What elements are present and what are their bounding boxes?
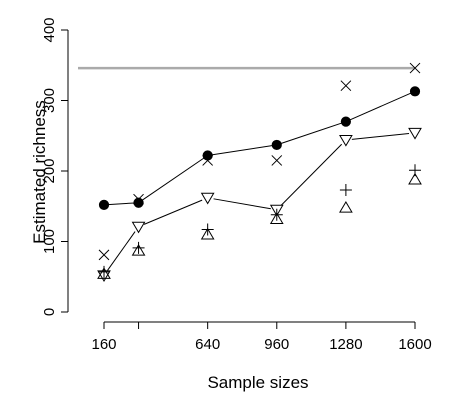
point (202, 150, 213, 161)
series-segment (107, 202, 135, 206)
point (339, 184, 352, 197)
point (133, 197, 144, 208)
series-segment (107, 231, 136, 271)
series-segment (280, 143, 343, 206)
point (269, 212, 284, 224)
point (132, 241, 145, 254)
y-tick-label: 400 (41, 17, 58, 42)
y-tick-label: 300 (41, 88, 58, 113)
point (339, 200, 353, 213)
series-segment (143, 199, 203, 225)
point (200, 227, 215, 240)
point (340, 116, 351, 127)
point (271, 155, 283, 166)
y-tick-label: 0 (41, 308, 58, 316)
y-tick-label: 100 (41, 229, 58, 254)
point (131, 221, 146, 234)
series-segment (213, 198, 271, 210)
point (271, 139, 282, 151)
point (270, 208, 283, 221)
axes: 0 100 200 300 400 160 640 960 1280 1600 (41, 17, 432, 353)
point (409, 62, 421, 74)
series-up-triangle (97, 172, 422, 279)
x-tick-label: 640 (195, 336, 220, 353)
series-segment (211, 145, 273, 156)
series-segment (351, 133, 410, 140)
point (339, 134, 353, 147)
point (97, 267, 111, 279)
series-segment (141, 157, 205, 201)
y-axis-title: Estimated richness (30, 100, 49, 244)
point (340, 80, 352, 92)
point (200, 192, 215, 205)
point (98, 249, 110, 261)
point (133, 193, 144, 205)
series-layer (97, 62, 422, 283)
x-tick-label: 160 (91, 336, 116, 353)
point (202, 155, 214, 166)
x-tick-label: 960 (264, 336, 289, 353)
point (131, 243, 146, 256)
series-down-triangle (97, 127, 422, 283)
x-tick-label: 1280 (329, 336, 362, 353)
y-tick-label: 200 (41, 158, 58, 183)
series-segment (280, 122, 343, 145)
point (408, 172, 422, 185)
point (98, 199, 110, 210)
series-plus (98, 164, 421, 278)
point (409, 86, 421, 97)
point (408, 127, 422, 140)
x-tick-label: 1600 (398, 336, 431, 353)
series-filled-circle (98, 86, 421, 210)
x-axis-title: Sample sizes (207, 373, 308, 392)
series-cross (98, 62, 421, 261)
series-segment (349, 92, 412, 121)
